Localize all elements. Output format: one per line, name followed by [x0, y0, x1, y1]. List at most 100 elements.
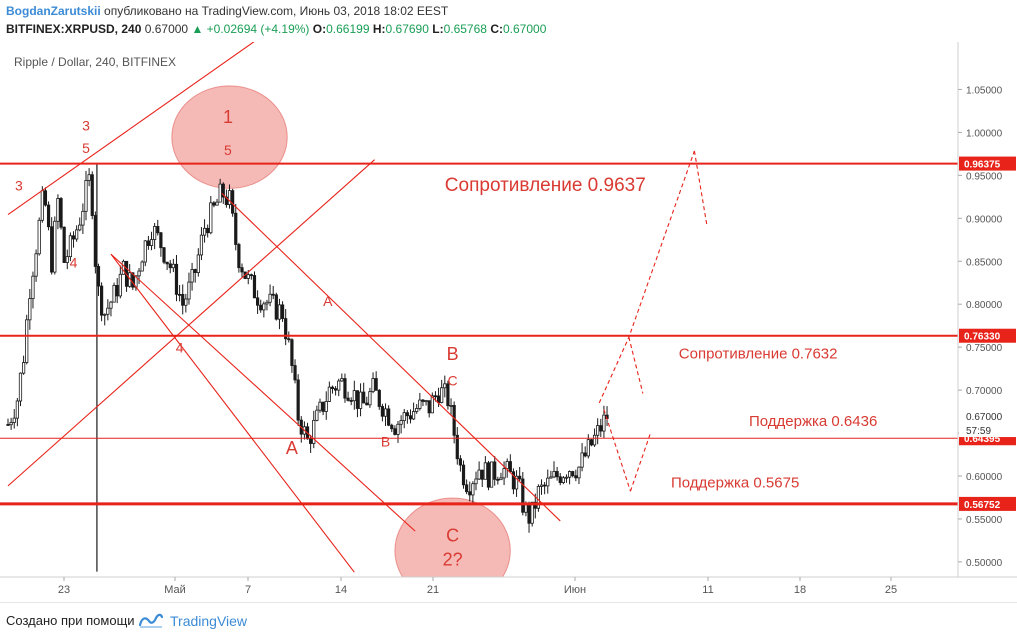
resistance-high-badge — [959, 156, 1016, 171]
candle-body — [443, 383, 447, 389]
candle-body — [421, 399, 425, 402]
candle-body — [483, 462, 487, 480]
candle-body — [100, 285, 104, 316]
candle-body — [558, 476, 562, 483]
candle-body — [196, 254, 200, 274]
candle-body — [546, 477, 550, 487]
candle-body — [330, 386, 335, 390]
close-value: 0.67000 — [502, 22, 547, 36]
wave-label: A — [323, 293, 333, 309]
wave-label: B — [447, 344, 459, 364]
y-tick-label: 0.90000 — [966, 214, 1003, 225]
candle-body — [524, 504, 528, 513]
high-value: 0.67690 — [385, 22, 429, 36]
candle-body — [271, 293, 275, 296]
candle-body — [168, 263, 172, 269]
candle-body — [455, 434, 459, 460]
candle-body — [202, 227, 207, 236]
support-low-label: Поддержка 0.5675 — [671, 475, 799, 492]
candle-body — [46, 204, 51, 228]
candle-body — [265, 301, 269, 305]
candle-body — [589, 439, 594, 446]
candle-body — [249, 274, 253, 277]
candle-body — [543, 484, 547, 487]
candle-body — [6, 424, 10, 426]
candle-body — [149, 239, 154, 246]
candle-body — [440, 387, 444, 403]
candle-body — [12, 417, 16, 423]
wave-label: 2? — [443, 550, 463, 570]
candle-body — [514, 475, 519, 490]
tradingview-brand[interactable]: TradingView — [170, 613, 248, 629]
candle-body — [452, 405, 456, 436]
candle-body — [121, 260, 126, 275]
candle-body — [193, 269, 197, 274]
candle-body — [390, 424, 394, 430]
candle-body — [87, 174, 91, 181]
tradingview-logo-icon[interactable] — [138, 611, 164, 634]
last-price: 0.67000 — [144, 22, 189, 36]
candle-body — [221, 183, 225, 198]
candle-body — [212, 202, 216, 206]
channel-line[interactable] — [7, 42, 379, 216]
candle-body — [396, 423, 400, 435]
candle-body — [153, 226, 157, 240]
candle-body — [218, 183, 222, 203]
channel-line[interactable] — [7, 159, 375, 487]
x-tick-label: Июн — [564, 584, 586, 596]
candle-body — [146, 240, 150, 246]
candle-body — [174, 263, 179, 295]
candle-body — [68, 235, 72, 258]
candle-body — [284, 318, 288, 340]
candle-body — [296, 379, 300, 421]
plot-area[interactable] — [0, 42, 958, 577]
candle-body — [446, 383, 450, 407]
candle-body — [321, 401, 325, 412]
candle-body — [93, 215, 97, 267]
wave-label: 3 — [15, 177, 23, 193]
candle-body — [602, 414, 606, 432]
candle-body — [234, 212, 238, 245]
y-tick-label: 0.75000 — [966, 343, 1003, 354]
candle-body — [418, 399, 422, 409]
candle-body — [190, 269, 194, 283]
candle-body — [449, 405, 453, 407]
channel-line[interactable] — [110, 253, 416, 532]
candle-body — [502, 468, 506, 479]
candle-body — [518, 475, 522, 480]
candle-body — [156, 226, 160, 234]
candle-body — [255, 297, 260, 306]
candle-body — [53, 220, 57, 273]
price-badge — [959, 408, 1016, 423]
wave-c-2-circle — [394, 497, 511, 577]
candle-body — [474, 478, 478, 485]
candle-body — [140, 261, 144, 272]
candle-body — [165, 261, 169, 265]
channel-line[interactable] — [110, 253, 355, 573]
candle-body — [187, 281, 191, 300]
candle-body — [25, 319, 29, 363]
author-link[interactable]: BogdanZarutskii — [6, 4, 101, 18]
candle-body — [592, 434, 597, 446]
candle-body — [184, 298, 188, 306]
candle-body — [415, 408, 419, 412]
candle-body — [511, 471, 516, 490]
x-tick-label: Май — [164, 584, 186, 596]
candle-body — [40, 190, 44, 221]
candle-body — [309, 438, 313, 444]
candle-body — [274, 294, 278, 320]
wave-label: 5 — [224, 142, 232, 158]
candle-body — [499, 477, 503, 481]
candle-body — [268, 293, 272, 303]
candle-body — [78, 224, 82, 231]
candle-body — [371, 378, 375, 393]
candle-body — [458, 458, 463, 466]
candle-body — [209, 202, 213, 234]
candle-body — [177, 293, 182, 296]
channel-line[interactable] — [221, 192, 561, 522]
candle-body — [471, 483, 475, 496]
resistance-mid-label: Сопротивление 0.7632 — [679, 346, 838, 363]
candle-body — [231, 190, 235, 214]
candle-body — [15, 400, 19, 419]
